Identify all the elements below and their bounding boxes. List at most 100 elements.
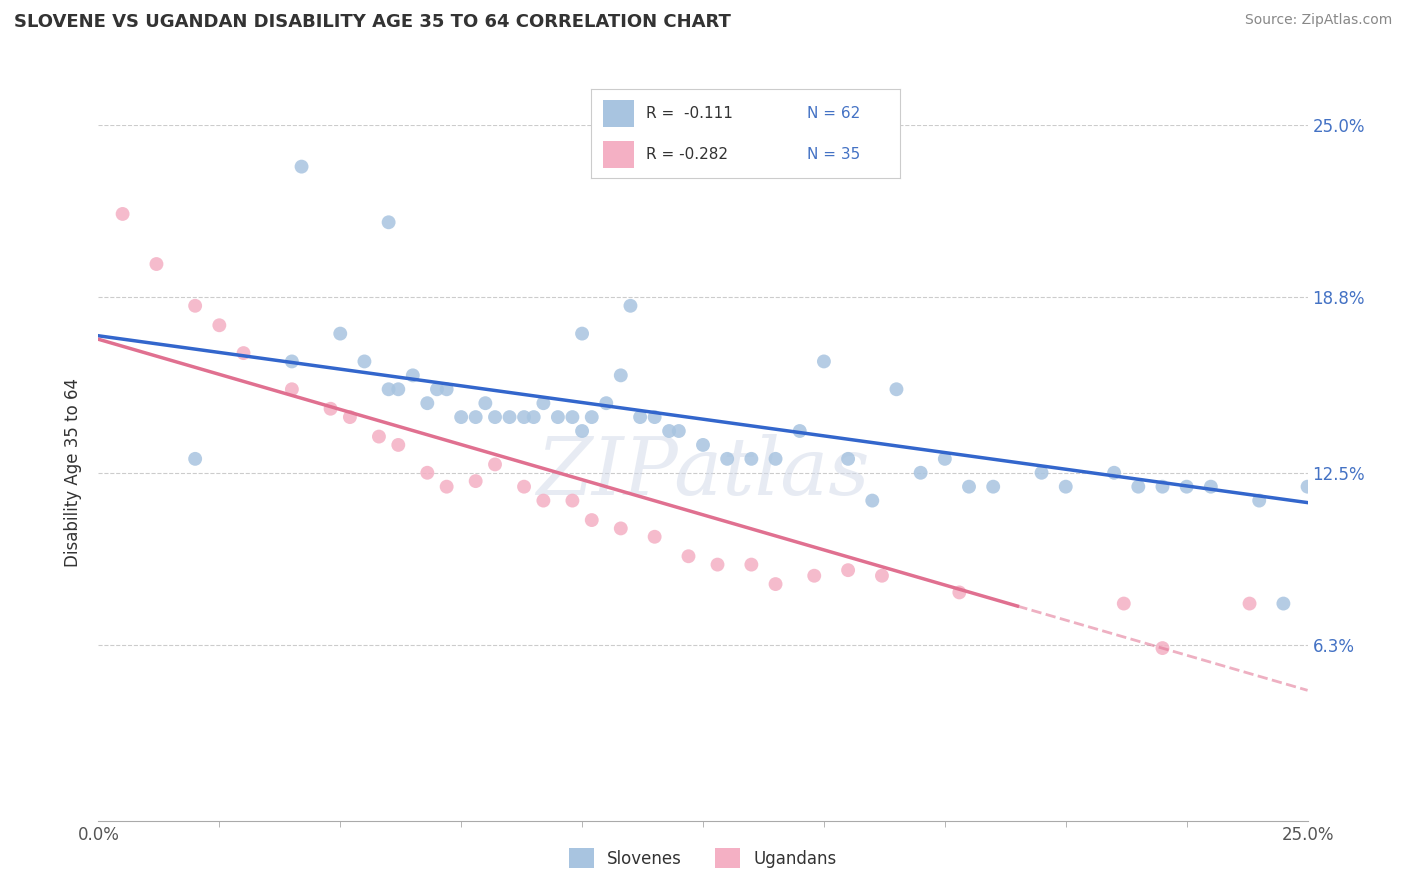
Point [377, 382, 399, 396]
Point [1393, 493, 1406, 508]
Point [1054, 480, 1077, 494]
Point [498, 410, 520, 425]
Text: N = 62: N = 62 [807, 106, 860, 120]
Point [523, 410, 546, 425]
Text: R =  -0.111: R = -0.111 [647, 106, 733, 120]
Point [531, 396, 554, 410]
Text: Source: ZipAtlas.com: Source: ZipAtlas.com [1244, 13, 1392, 28]
Point [981, 480, 1004, 494]
Point [484, 458, 506, 472]
Point [1249, 493, 1271, 508]
Point [1112, 597, 1135, 611]
Point [716, 451, 738, 466]
Point [765, 577, 787, 591]
Point [353, 354, 375, 368]
Bar [603, 141, 634, 168]
Point [561, 493, 583, 508]
Legend: Slovenes, Ugandans: Slovenes, Ugandans [562, 841, 844, 875]
Point [957, 480, 980, 494]
Point [948, 585, 970, 599]
Point [436, 382, 458, 396]
Point [1152, 641, 1174, 656]
Point [464, 410, 486, 425]
Point [581, 513, 603, 527]
Point [658, 424, 681, 438]
Point [934, 451, 956, 466]
Point [208, 318, 231, 333]
Point [813, 354, 835, 368]
Text: R = -0.282: R = -0.282 [647, 147, 728, 161]
Point [1369, 493, 1392, 508]
Point [547, 410, 569, 425]
Point [595, 396, 617, 410]
Point [513, 410, 536, 425]
Point [145, 257, 167, 271]
Y-axis label: Disability Age 35 to 64: Disability Age 35 to 64 [63, 378, 82, 567]
Point [513, 480, 536, 494]
Point [619, 299, 641, 313]
Point [571, 326, 593, 341]
Point [610, 368, 633, 383]
Point [281, 382, 304, 396]
Point [870, 568, 893, 582]
Point [416, 466, 439, 480]
Point [426, 382, 449, 396]
Point [281, 354, 304, 368]
Point [368, 429, 391, 443]
Point [740, 451, 762, 466]
Point [860, 493, 883, 508]
Point [339, 410, 361, 425]
Point [402, 368, 425, 383]
Bar [603, 100, 634, 127]
Point [232, 346, 254, 360]
Point [319, 401, 342, 416]
Point [1175, 480, 1198, 494]
Point [531, 493, 554, 508]
Point [1199, 480, 1222, 494]
Point [1344, 480, 1367, 494]
Point [1272, 597, 1295, 611]
Point [1152, 480, 1174, 494]
Point [484, 410, 506, 425]
Point [571, 424, 593, 438]
Text: SLOVENE VS UGANDAN DISABILITY AGE 35 TO 64 CORRELATION CHART: SLOVENE VS UGANDAN DISABILITY AGE 35 TO … [14, 13, 731, 31]
Point [450, 410, 472, 425]
Point [111, 207, 134, 221]
Point [377, 215, 399, 229]
Point [610, 521, 633, 535]
Point [290, 160, 312, 174]
Point [581, 410, 603, 425]
Point [668, 424, 690, 438]
Point [561, 410, 583, 425]
Point [387, 382, 409, 396]
Point [837, 563, 859, 577]
Point [803, 568, 825, 582]
Point [1296, 480, 1319, 494]
Point [329, 326, 352, 341]
Point [886, 382, 908, 396]
Point [692, 438, 714, 452]
Point [765, 451, 787, 466]
Point [1354, 697, 1376, 711]
Point [184, 451, 207, 466]
Point [628, 410, 651, 425]
Point [1102, 466, 1125, 480]
Point [910, 466, 932, 480]
Point [740, 558, 762, 572]
Point [387, 438, 409, 452]
Point [837, 451, 859, 466]
Point [644, 410, 666, 425]
Point [789, 424, 811, 438]
Point [678, 549, 700, 564]
Point [1128, 480, 1150, 494]
Point [416, 396, 439, 410]
Point [436, 480, 458, 494]
Point [184, 299, 207, 313]
Point [1031, 466, 1053, 480]
Text: N = 35: N = 35 [807, 147, 860, 161]
Point [644, 530, 666, 544]
Point [474, 396, 496, 410]
Point [1239, 597, 1261, 611]
Point [464, 474, 486, 488]
Text: ZIPatlas: ZIPatlas [536, 434, 870, 511]
